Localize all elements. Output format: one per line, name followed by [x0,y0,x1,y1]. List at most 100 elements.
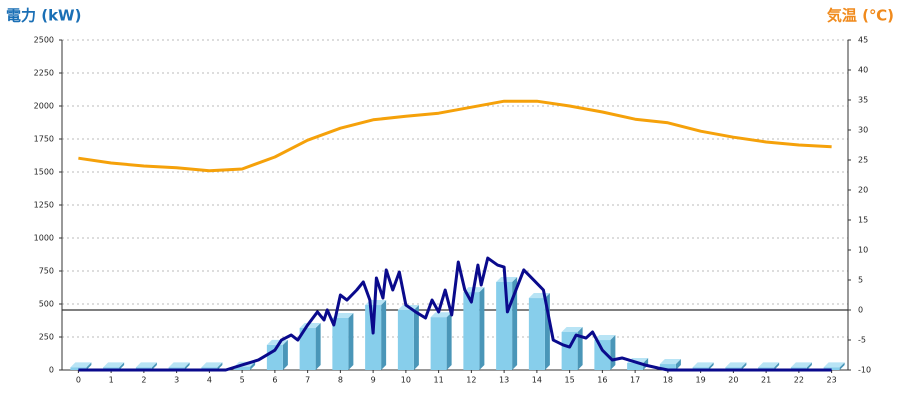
bar-top [103,362,125,368]
x-tick-label: 13 [499,376,509,385]
x-tick-label: 9 [371,376,376,385]
bar-top [201,362,223,368]
y2-tick-label: 10 [858,246,868,255]
y2-tick-label: 35 [858,96,868,105]
bar-side [806,362,812,370]
bar-top [594,335,616,341]
x-tick-label: 10 [401,376,411,385]
bar-side [250,361,256,370]
bar [627,363,644,370]
bar-side [675,359,681,370]
bar-side [119,362,125,370]
x-tick-label: 1 [109,376,114,385]
bar-side [774,362,780,370]
bar-side [741,362,747,370]
bar-side [479,287,485,370]
y-tick-label: 1500 [34,168,54,177]
bar-side [839,362,845,370]
bar-top [135,362,157,368]
line [78,256,832,372]
bar-side [282,339,288,370]
x-tick-label: 2 [141,376,146,385]
y2-tick-label: 40 [858,66,868,75]
y-tick-label: 2000 [34,102,54,111]
y2-axis-title: 気温 (℃) [827,7,894,25]
x-tick-label: 16 [597,376,607,385]
x-tick-label: 5 [240,376,245,385]
bar-side [708,362,714,370]
x-tick-label: 3 [174,376,179,385]
bar-side [315,323,321,370]
y-tick-label: 2500 [34,36,54,45]
x-tick-label: 17 [630,376,640,385]
bar-top [70,362,92,368]
bar-top [725,362,747,368]
x-tick-label: 14 [532,376,542,385]
bar-side [577,326,583,370]
bar [365,305,382,370]
y-tick-label: 1750 [34,135,54,144]
bar-side [184,362,190,370]
bar [528,298,545,370]
bar [594,340,611,370]
y-tick-label: 1000 [34,234,54,243]
x-tick-label: 21 [761,376,771,385]
bar-top [823,362,845,368]
bar-side [413,304,419,370]
y2-tick-label: 45 [858,36,868,45]
y2-tick-label: -10 [858,366,871,375]
bar-top [496,276,518,282]
line [78,99,832,173]
bar-side [348,312,354,370]
x-tick-label: 0 [76,376,81,385]
y-tick-label: 2250 [34,69,54,78]
x-tick-label: 23 [827,376,837,385]
y-tick-label: 1250 [34,201,54,210]
bar [463,292,480,370]
x-tick-label: 15 [565,376,575,385]
bar-top [266,339,288,345]
y2-tick-label: 25 [858,156,868,165]
x-tick-label: 18 [663,376,673,385]
bar [299,328,316,370]
bar-top [692,362,714,368]
y-tick-label: 0 [49,366,54,375]
x-tick-label: 7 [305,376,310,385]
x-tick-label: 6 [272,376,277,385]
y2-tick-label: 30 [858,126,868,135]
bar-top [659,359,681,365]
bar-top [758,362,780,368]
bar-side [151,362,157,370]
bar-side [610,335,616,370]
bar-side [446,312,452,370]
bar-top [561,326,583,332]
bar [430,317,447,370]
bar-side [381,300,387,370]
bar-side [86,362,92,370]
bar [397,309,414,370]
x-tick-label: 12 [466,376,476,385]
y2-tick-label: 0 [858,306,863,315]
y2-tick-label: 15 [858,216,868,225]
bar [332,317,349,370]
bar [659,364,676,370]
bar-side [217,362,223,370]
bar [234,366,251,370]
y2-tick-label: 20 [858,186,868,195]
x-tick-label: 20 [728,376,738,385]
y2-tick-label: 5 [858,276,863,285]
x-tick-label: 19 [696,376,706,385]
bar-top [790,362,812,368]
bar-top [430,312,452,318]
x-tick-label: 22 [794,376,804,385]
y-tick-label: 750 [39,267,54,276]
y-tick-label: 250 [39,333,54,342]
bar-top [168,362,190,368]
x-tick-label: 4 [207,376,212,385]
y-tick-label: 500 [39,300,54,309]
y-axis-title: 電力 (kW) [6,7,81,25]
bar [496,281,513,370]
x-tick-label: 8 [338,376,343,385]
x-tick-label: 11 [434,376,444,385]
